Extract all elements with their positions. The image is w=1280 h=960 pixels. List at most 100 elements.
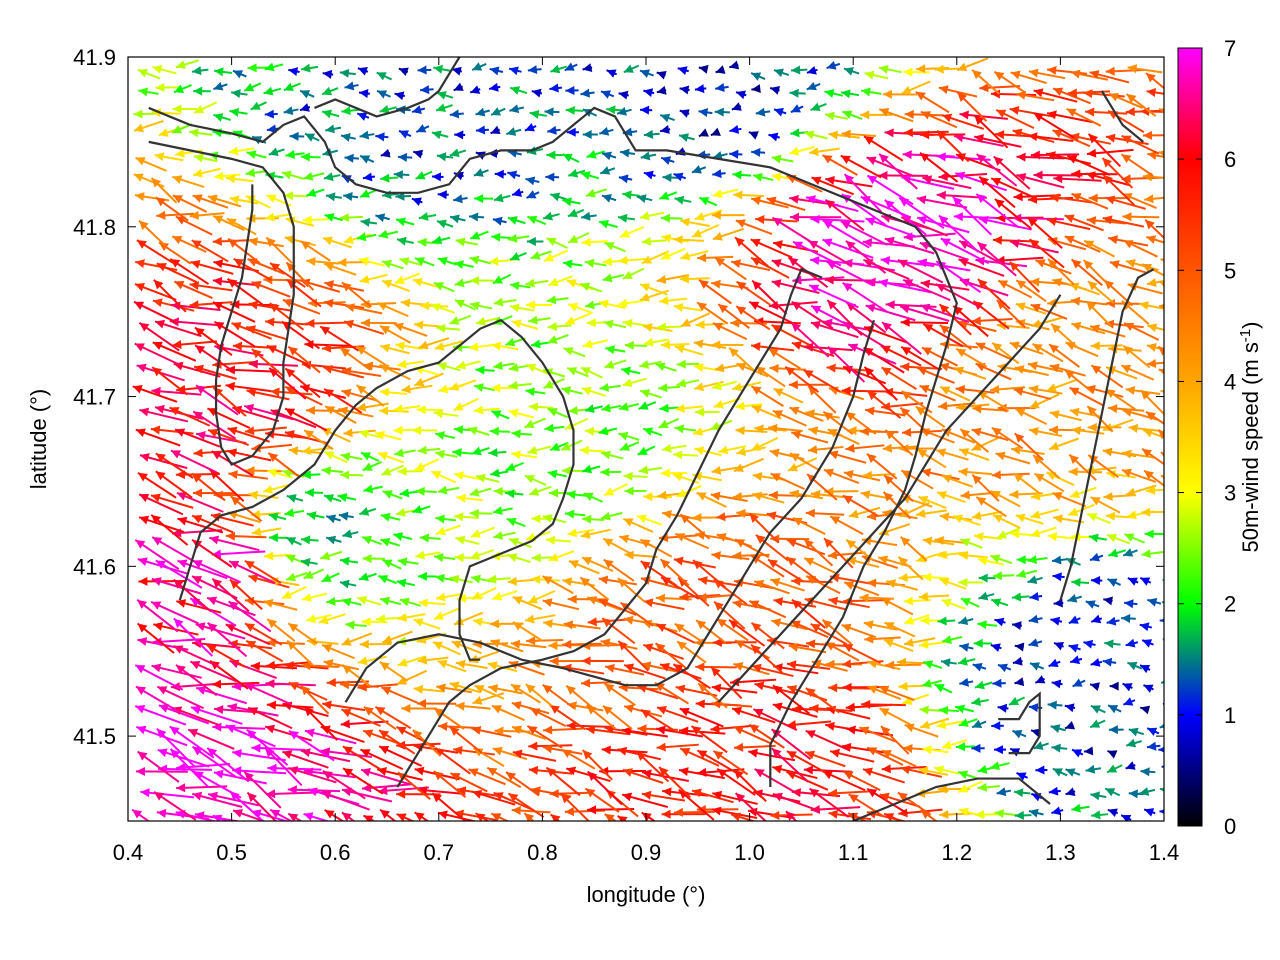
wind-arrow xyxy=(154,319,202,338)
wind-arrow xyxy=(824,641,860,662)
wind-arrow xyxy=(1108,92,1144,109)
wind-arrow xyxy=(824,111,849,121)
wind-arrow xyxy=(228,470,268,480)
wind-arrow xyxy=(790,620,829,639)
wind-arrow xyxy=(545,535,571,545)
wind-arrow xyxy=(1128,423,1161,433)
wind-arrow xyxy=(1071,748,1084,758)
wind-arrow xyxy=(1105,388,1136,411)
wind-arrow xyxy=(416,405,443,415)
wind-arrow xyxy=(601,403,622,413)
wind-arrow xyxy=(212,301,256,323)
wind-arrow xyxy=(623,64,640,74)
wind-arrow xyxy=(716,617,749,642)
wind-arrow xyxy=(213,113,231,122)
wind-arrow xyxy=(822,219,870,249)
wind-arrow xyxy=(156,210,195,220)
wind-arrow xyxy=(232,69,247,79)
wind-arrow xyxy=(993,155,1031,190)
wind-arrow xyxy=(468,342,496,352)
x-tick-label: 1.3 xyxy=(1045,840,1076,865)
y-tick-label: 41.5 xyxy=(73,724,116,749)
wind-arrow xyxy=(695,407,720,417)
wind-arrow xyxy=(715,65,726,74)
wind-arrow xyxy=(1071,577,1090,587)
wind-arrow xyxy=(1028,385,1063,395)
wind-arrow xyxy=(490,812,510,821)
wind-arrow xyxy=(1139,787,1156,796)
wind-arrow xyxy=(656,706,699,723)
wind-arrow xyxy=(791,598,826,629)
wind-arrow xyxy=(772,792,820,812)
wind-arrow xyxy=(883,474,914,502)
wind-arrow xyxy=(658,383,681,393)
wind-arrow xyxy=(248,300,292,312)
wind-arrow xyxy=(449,379,477,391)
wind-arrow xyxy=(395,191,412,201)
wind-arrow xyxy=(172,194,208,213)
wind-arrow xyxy=(1051,743,1068,753)
wind-arrow xyxy=(359,130,375,140)
wind-arrow xyxy=(454,471,481,481)
wind-arrow xyxy=(1046,217,1091,231)
wind-arrow xyxy=(808,284,859,309)
wind-arrow xyxy=(529,707,567,727)
wind-arrow xyxy=(469,255,492,265)
wind-arrow xyxy=(918,766,949,776)
wind-arrow xyxy=(379,104,397,114)
wind-arrow xyxy=(231,89,248,99)
wind-arrow xyxy=(711,340,744,350)
wind-arrow xyxy=(864,70,889,80)
wind-arrow xyxy=(1049,410,1082,422)
wind-arrow xyxy=(1105,66,1145,76)
wind-arrow xyxy=(840,154,882,179)
wind-arrow xyxy=(840,89,860,99)
wind-arrow xyxy=(1013,788,1031,798)
wind-arrow xyxy=(526,636,564,646)
wind-arrow xyxy=(360,318,397,328)
wind-arrow xyxy=(899,406,930,435)
wind-arrow xyxy=(137,557,189,575)
wind-arrow xyxy=(154,404,204,420)
wind-arrow xyxy=(621,726,669,738)
wind-arrow xyxy=(137,68,161,80)
wind-arrow xyxy=(620,601,654,627)
wind-arrow xyxy=(492,216,507,226)
wind-arrow xyxy=(1009,261,1040,293)
wind-arrow xyxy=(212,722,266,732)
wind-arrow xyxy=(527,65,542,75)
wind-arrow xyxy=(211,679,260,689)
wind-arrow xyxy=(1046,110,1093,124)
wind-arrow xyxy=(306,257,340,267)
x-tick-label: 0.5 xyxy=(216,840,247,865)
wind-arrow xyxy=(134,664,184,691)
wind-arrow xyxy=(1051,679,1063,689)
wind-arrow xyxy=(865,303,916,322)
wind-arrow xyxy=(325,514,341,524)
wind-arrow xyxy=(193,364,237,380)
wind-arrow xyxy=(345,303,383,315)
wind-arrow xyxy=(490,468,509,478)
x-tick-label: 0.7 xyxy=(424,840,455,865)
wind-arrow xyxy=(357,595,382,606)
wind-arrow xyxy=(566,721,612,731)
wind-arrow xyxy=(623,517,654,533)
wind-arrow xyxy=(916,448,947,469)
wind-arrow xyxy=(584,404,603,413)
wind-arrow xyxy=(432,641,461,656)
wind-arrow xyxy=(374,430,402,441)
wind-arrow xyxy=(656,742,699,752)
wind-arrow xyxy=(600,638,638,650)
wind-arrow xyxy=(399,597,421,607)
wind-arrow xyxy=(1145,235,1164,244)
wind-arrow xyxy=(656,274,690,284)
wind-arrow xyxy=(1090,364,1124,389)
wind-arrow xyxy=(750,256,790,279)
wind-arrow xyxy=(138,493,184,516)
wind-arrow xyxy=(754,424,787,434)
wind-arrow xyxy=(173,578,212,613)
wind-arrow xyxy=(155,470,193,499)
wind-arrow xyxy=(755,365,786,388)
contour-line xyxy=(1059,268,1155,601)
